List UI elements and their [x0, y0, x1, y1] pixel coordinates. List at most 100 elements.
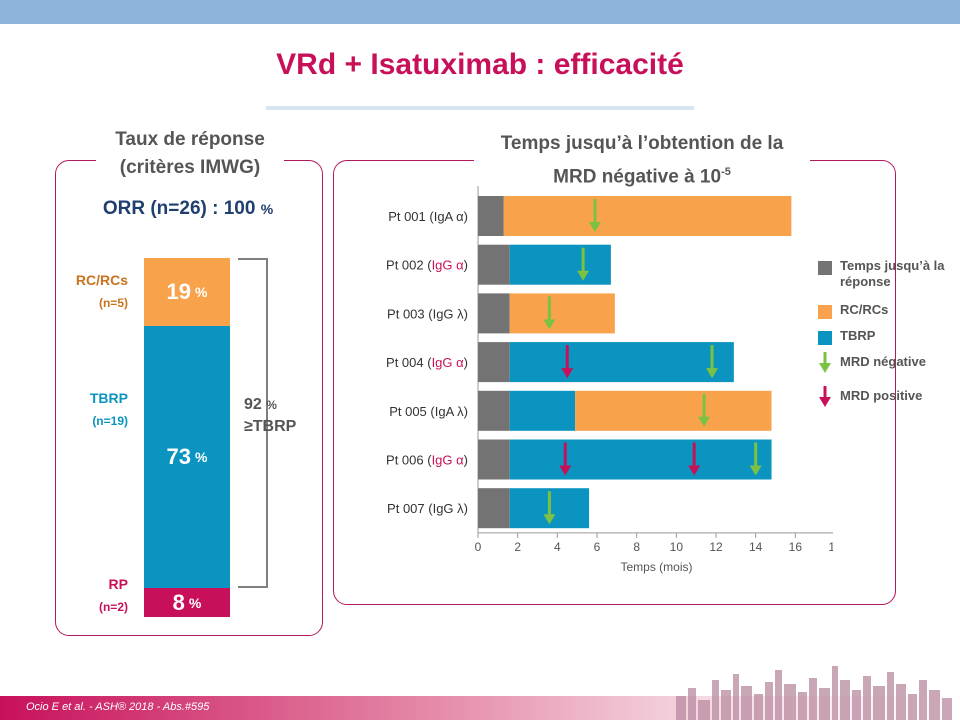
patient-label-part: λ	[457, 306, 464, 321]
patient-label-part: α	[456, 258, 464, 273]
response-rate-heading: Taux de réponse (critères IMWG)	[96, 126, 284, 182]
patient-label-part: )	[464, 501, 468, 516]
response-segment-label-count: (n=2)	[98, 600, 128, 615]
patient-label-part: α	[456, 355, 464, 370]
response-segment-label-name: TBRP	[89, 390, 128, 407]
x-tick-label: 14	[749, 540, 763, 554]
patient-label-part: IgG	[433, 306, 458, 321]
bar-segment-response	[478, 439, 510, 480]
mrd-negative-arrow	[589, 199, 602, 232]
mrd-positive-arrow-head	[559, 465, 572, 476]
x-tick-label: 16	[789, 540, 803, 554]
patient-label-part: Pt 001 (	[388, 209, 434, 224]
x-axis-title: Temps (mois)	[620, 560, 692, 574]
bar-segment-response	[478, 244, 510, 285]
patient-label-part: Pt 007 (	[387, 501, 433, 516]
legend-item-tbrp: TBRP	[818, 328, 875, 345]
city-skyline-image	[676, 666, 952, 720]
vgpr-bracket-label: 92 % ≥TBRP	[244, 394, 296, 438]
legend-label: Temps jusqu’à la réponse	[840, 258, 945, 289]
patient-label-part: Pt 003 (	[387, 306, 433, 321]
mrd-time-heading-exponent: -5	[721, 166, 731, 178]
legend-item-mrd_positive: MRD positive	[818, 386, 922, 408]
response-segment-value: 8	[172, 589, 185, 615]
x-tick-label: 8	[633, 540, 640, 554]
patient-label-part: IgG	[432, 453, 457, 468]
mrd-time-heading-line2: MRD négative à 10	[553, 166, 722, 188]
mrd-negative-arrow-head	[543, 514, 556, 525]
response-segment-label-name: RP	[108, 576, 128, 593]
patient-label-part: λ	[457, 404, 464, 419]
mrd-positive-arrow-head	[688, 465, 701, 476]
mrd-negative-arrow	[543, 491, 556, 525]
patient-label-part: Pt 002 (	[386, 258, 432, 273]
mrd-negative-arrow	[749, 442, 762, 476]
bar-segment-rc	[509, 293, 615, 334]
legend-swatch	[818, 305, 832, 319]
response-segment-label-name: RC/RCs	[75, 272, 128, 288]
mrd-negative-arrow-head	[589, 222, 602, 232]
patient-label: Pt 006 (IgG α)	[386, 453, 468, 468]
patient-label-part: IgA	[434, 209, 456, 224]
mrd-positive-arrow	[688, 442, 701, 476]
response-segment-label: TBRP (n=19)	[60, 390, 128, 428]
patient-label-part: Pt 006 (	[386, 453, 432, 468]
patient-label-part: )	[464, 258, 468, 273]
legend-label: MRD négative	[840, 354, 926, 369]
bar-segment-rc	[575, 390, 772, 431]
top-banner	[0, 0, 960, 24]
patient-label: Pt 007 (IgG λ)	[387, 501, 468, 516]
response-segment-pct: %	[188, 594, 202, 611]
patient-label-part: Pt 005 (	[389, 404, 435, 419]
patient-label-part: )	[464, 306, 468, 321]
response-segment-label: RP (n=2)	[60, 576, 128, 614]
mrd-bar-chart: 024681012141618Temps (mois)Pt 001 (IgA α…	[386, 186, 833, 574]
bar-segment-response	[478, 488, 510, 529]
bar-segment-tbrp	[509, 390, 576, 431]
mrd-negative-arrow	[698, 393, 711, 427]
response-segment-label-count: (n=19)	[92, 414, 128, 429]
response-segment-pct: %	[195, 449, 208, 466]
patient-label-part: IgA	[435, 404, 457, 419]
response-rate-heading-line2: (critères IMWG)	[119, 157, 261, 178]
vgpr-bracket	[238, 258, 268, 588]
response-segment-0: 19%	[144, 258, 230, 327]
x-tick-label: 4	[554, 540, 561, 554]
x-tick-label: 0	[475, 540, 482, 554]
response-segment-label: RC/RCs (n=5)	[60, 272, 128, 310]
vgpr-bracket-text: ≥TBRP	[244, 418, 297, 435]
mrd-negative-arrow-head	[749, 465, 762, 476]
patient-label-part: )	[464, 355, 468, 370]
patient-label-part: )	[464, 404, 468, 419]
page-title: VRd + Isatuximab : efficacité	[276, 48, 684, 81]
mrd-negative-arrow	[543, 296, 556, 330]
bar-segment-response	[478, 390, 510, 431]
patient-label-part: IgG	[432, 355, 457, 370]
patient-label: Pt 002 (IgG α)	[386, 258, 468, 273]
patient-label-part: α	[456, 453, 464, 468]
patient-label-part: )	[464, 209, 468, 224]
bar-segment-response	[478, 293, 510, 334]
patient-label-part: IgG	[432, 258, 457, 273]
legend-swatch	[818, 331, 832, 345]
vgpr-bracket-pct: %	[266, 398, 277, 412]
mrd-negative-arrow	[577, 247, 590, 281]
title-underline	[266, 106, 694, 110]
x-tick-label: 12	[709, 540, 723, 554]
patient-label-part: α	[456, 209, 464, 224]
response-segment-value: 19	[166, 279, 192, 305]
legend-item-mrd_negative: MRD négative	[818, 352, 926, 374]
mrd-negative-arrow-head	[698, 416, 711, 427]
mrd-positive-arrow	[561, 345, 574, 379]
legend-label: MRD positive	[840, 388, 923, 403]
bar-segment-tbrp	[509, 439, 772, 480]
response-segment-label-count: (n=5)	[98, 296, 128, 310]
down-arrow-red-icon	[819, 386, 831, 407]
patient-label: Pt 003 (IgG λ)	[387, 306, 468, 321]
mrd-negative-arrow-head	[577, 270, 590, 281]
bar-segment-rc	[503, 196, 792, 236]
footer-citation: Ocio E et al. - ASH® 2018 - Abs.#595	[26, 701, 210, 713]
legend-item-rc: RC/RCs	[818, 302, 888, 319]
orr-pct: %	[260, 201, 274, 217]
legend-label: RC/RCs	[840, 302, 889, 317]
